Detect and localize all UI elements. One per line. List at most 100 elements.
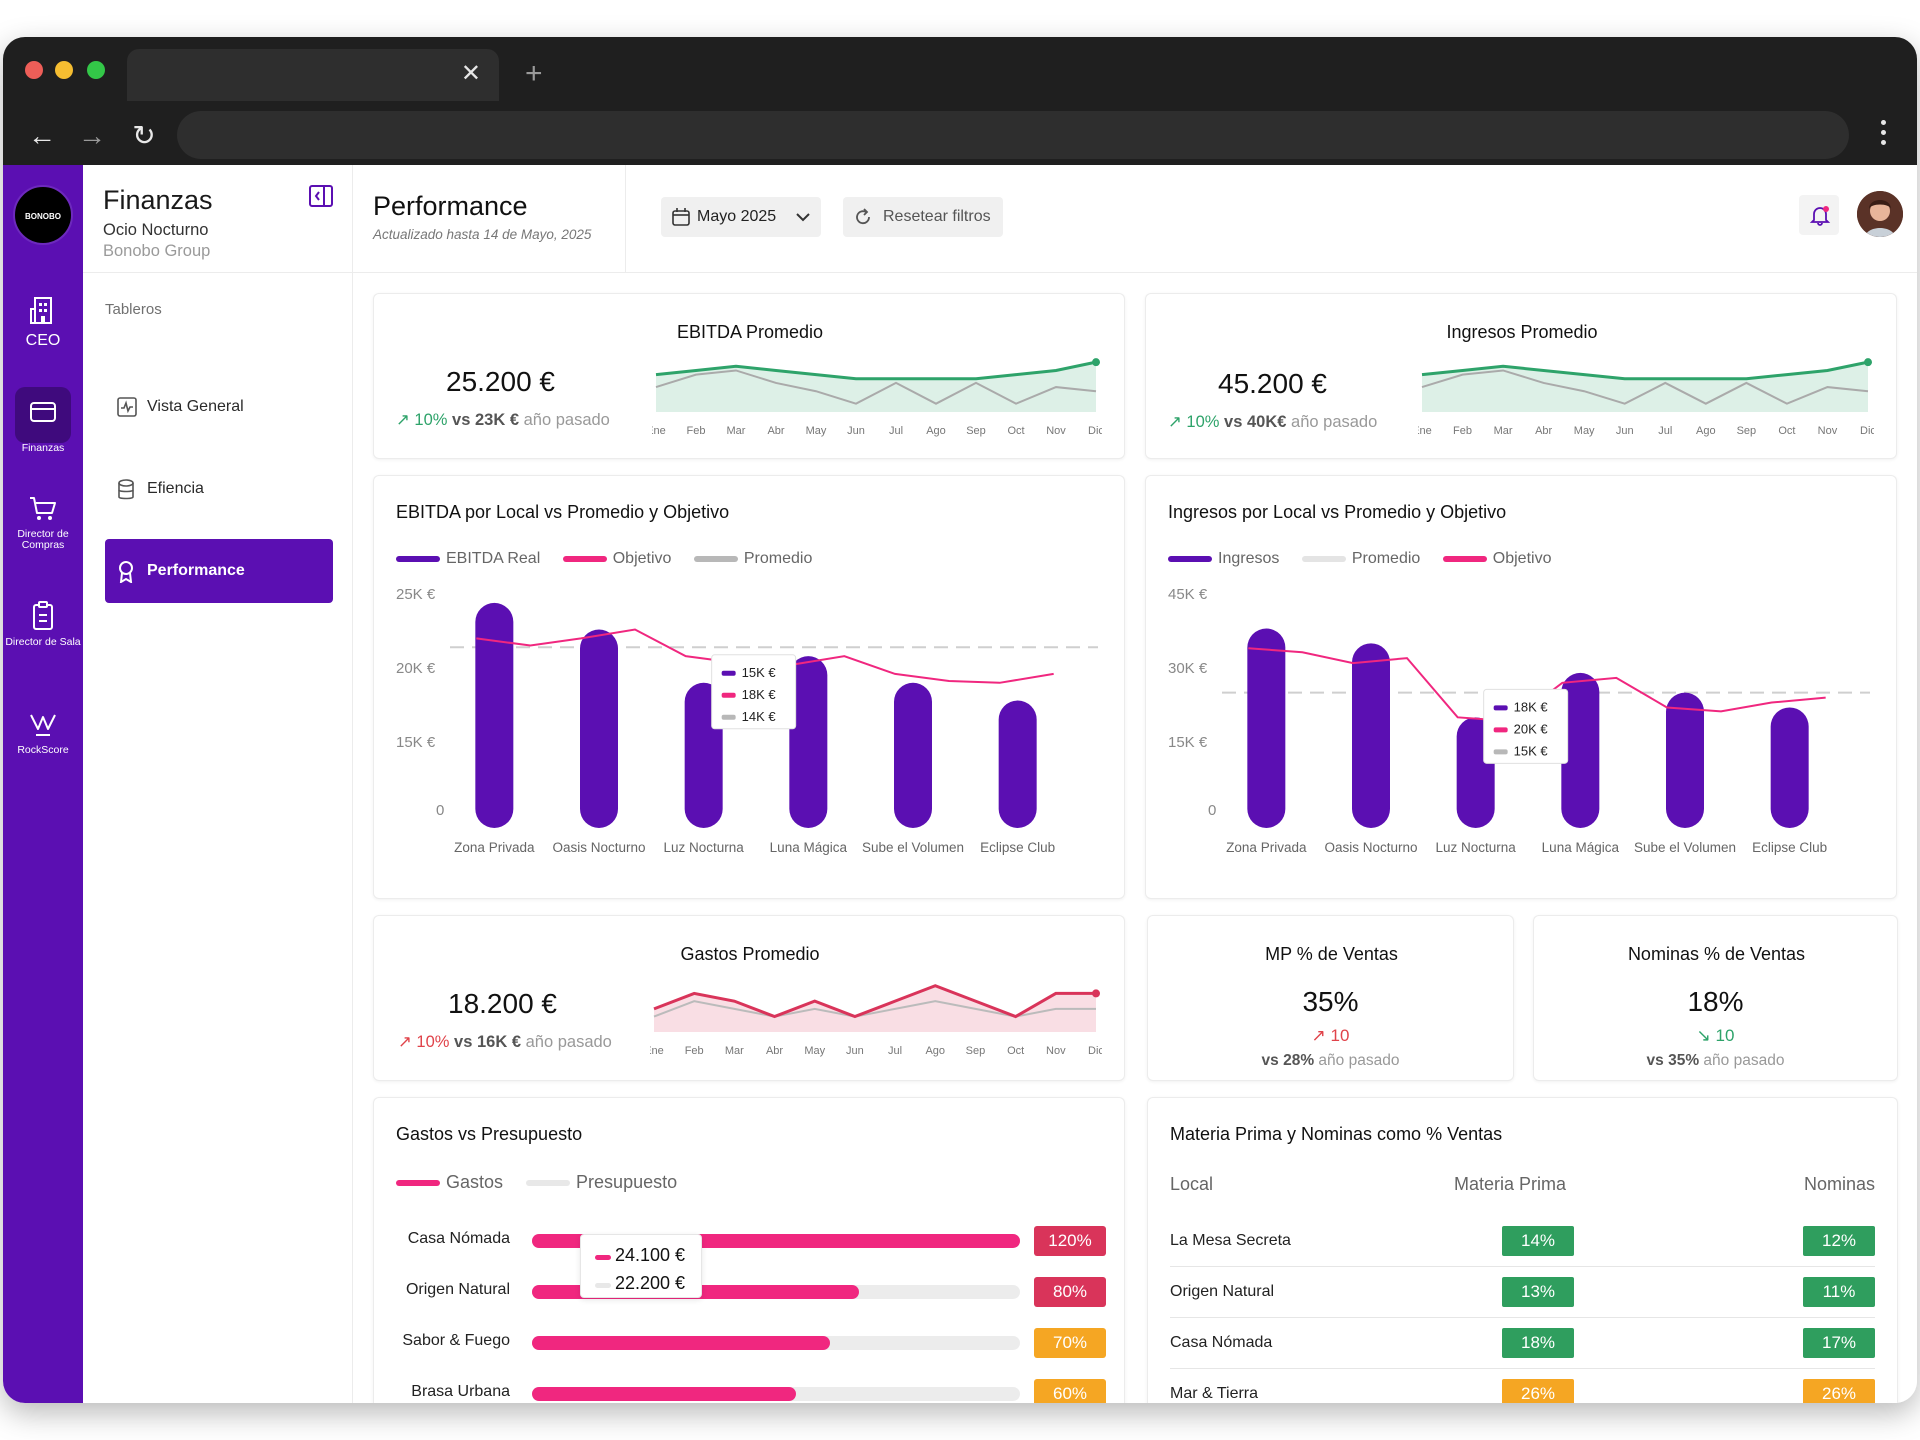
sparkline-month-label: Feb <box>687 425 706 437</box>
hbar-label: Sabor & Fuego <box>402 1332 510 1349</box>
legend-item: Promedio <box>693 550 812 567</box>
rail-item-rockscore[interactable]: RockScore <box>3 711 83 756</box>
chart-tooltip: 15K € 18K € 14K € <box>711 654 797 730</box>
pulse-icon <box>117 397 137 417</box>
kpi-delta: ↗ 10% vs 23K € año pasado <box>396 410 610 430</box>
bar[interactable] <box>789 656 828 828</box>
browser-tab[interactable]: ✕ <box>127 49 499 101</box>
maximize-window-dot[interactable] <box>87 61 105 79</box>
back-icon[interactable]: ← <box>28 120 56 151</box>
forward-icon[interactable]: → <box>78 120 106 151</box>
rail-item-ceo[interactable]: CEO <box>3 295 83 349</box>
table-badge-nominas: 11% <box>1803 1277 1875 1307</box>
tooltip-swatch <box>595 1255 611 1260</box>
sparkline-month-label: May <box>804 1045 825 1057</box>
table-row-divider <box>1170 1368 1875 1369</box>
hbar-fill[interactable] <box>532 1336 830 1350</box>
sparkline-month-label: Sep <box>1737 425 1757 437</box>
minimize-window-dot[interactable] <box>55 61 73 79</box>
kpi-card-ebitda: EBITDA Promedio 25.200 € ↗ 10% vs 23K € … <box>373 293 1125 459</box>
y-tick-label: 20K € <box>396 660 436 677</box>
header-divider <box>625 165 626 273</box>
address-bar[interactable] <box>177 111 1849 159</box>
table-row-divider <box>1170 1266 1875 1267</box>
card-title: Ingresos por Local vs Promedio y Objetiv… <box>1168 502 1507 522</box>
rail-item-finanzas[interactable]: Finanzas <box>3 401 83 454</box>
refresh-icon <box>856 208 870 225</box>
notifications-button[interactable] <box>1799 195 1839 235</box>
date-filter-button[interactable]: Mayo 2025 <box>661 197 821 237</box>
reload-icon[interactable]: ↻ <box>132 120 156 151</box>
bar[interactable] <box>475 602 514 828</box>
pct-badge: 80% <box>1034 1277 1106 1307</box>
legend-item: Presupuesto <box>526 1172 677 1192</box>
gastos-legend: Gastos Presupuesto <box>396 1172 695 1193</box>
table-badge-mp: 26% <box>1502 1379 1574 1403</box>
legend-label: Presupuesto <box>576 1172 678 1192</box>
sidebar-item-eficiencia[interactable]: Efiencia <box>105 457 333 521</box>
sidebar-header: Finanzas Ocio Nocturno Bonobo Group <box>83 165 352 273</box>
kpi-title: Nominas % de Ventas <box>1627 944 1806 964</box>
browser-window: ✕ + ← → ↻ BONOBO CEO Finanzas Director d… <box>3 37 1917 1403</box>
reset-filters-label: Resetear filtros <box>883 208 991 225</box>
bar[interactable] <box>1247 628 1286 828</box>
bar[interactable] <box>1561 672 1600 828</box>
bar[interactable] <box>1770 707 1809 828</box>
kpi-value: 18% <box>1687 986 1744 1017</box>
close-window-dot[interactable] <box>25 61 43 79</box>
sparkline-month-label: Jun <box>1616 425 1634 437</box>
kpi-vs-suffix: año pasado <box>1703 1052 1785 1069</box>
sidebar-item-vista-general[interactable]: Vista General <box>105 375 333 439</box>
bar[interactable] <box>1352 643 1390 828</box>
trend-down-icon: ↘ <box>1696 1026 1711 1045</box>
bar[interactable] <box>998 700 1037 828</box>
trend-up-icon: ↗ <box>1311 1026 1326 1045</box>
bar[interactable] <box>894 682 932 828</box>
avatar-image <box>1857 191 1903 237</box>
sparkline-month-label: Feb <box>685 1045 704 1057</box>
bar[interactable] <box>580 629 618 828</box>
pct-badge: 60% <box>1034 1379 1106 1403</box>
y-tick-label: 25K € <box>396 586 436 603</box>
calendar-icon <box>672 208 690 226</box>
sparkline-month-label: Oct <box>1778 425 1795 437</box>
kpi-delta-value: 10 <box>1330 1026 1350 1045</box>
rail-item-compras[interactable]: Director de Compras <box>3 495 83 551</box>
ebitda-legend: EBITDA Real Objetivo Promedio <box>396 550 830 568</box>
user-avatar[interactable] <box>1857 191 1903 237</box>
bonobo-logo: BONOBO <box>13 185 73 245</box>
reset-filters-button[interactable]: Resetear filtros <box>843 197 1003 237</box>
sparkline-series-previous <box>1421 369 1869 405</box>
rail-label-sala: Director de Sala <box>5 636 81 648</box>
bar[interactable] <box>1666 692 1704 828</box>
sparkline-series-current <box>655 360 1097 381</box>
rail-active-indicator <box>15 387 71 443</box>
sidebar-item-label: Efiencia <box>147 480 204 497</box>
ebitda-bar-chart: 25K € 20K € 15K € 0 Zona Privada Oasis Noctur… <box>396 586 1098 855</box>
close-tab-icon[interactable]: ✕ <box>460 60 481 87</box>
browser-menu-icon[interactable] <box>1879 117 1887 151</box>
legend-item: Objetivo <box>1442 550 1551 567</box>
sidebar-item-label: Performance <box>147 562 245 579</box>
cart-icon <box>30 497 56 520</box>
kpi-vs-suffix: año pasado <box>525 1033 612 1051</box>
new-tab-icon[interactable]: + <box>525 57 543 90</box>
x-category-label: Eclipse Club <box>1752 840 1827 855</box>
kpi-title: MP % de Ventas <box>1265 944 1398 964</box>
rail-item-sala[interactable]: Director de Sala <box>3 601 83 648</box>
kpi-vs-value: vs 23K € <box>452 411 520 429</box>
table-row-divider <box>1170 1317 1875 1318</box>
kpi-card-ingresos: Ingresos Promedio 45.200 € ↗ 10% vs 40K€… <box>1145 293 1897 459</box>
legend-item: Ingresos <box>1168 550 1279 567</box>
trend-up-icon: ↗ <box>396 411 410 429</box>
x-category-label: Luz Nocturna <box>1436 840 1517 855</box>
trend-up-icon: ↗ <box>398 1033 412 1051</box>
kpi-delta: ↗ 10% vs 16K € año pasado <box>398 1032 612 1052</box>
sparkline-month-label: Dic <box>1088 425 1102 437</box>
card-icon <box>30 402 56 422</box>
sidebar-org: Bonobo Group <box>103 242 211 260</box>
ebitda-sparkline: Ene Feb Mar Abr May Jun Jul Ago Sep Oct Nov Dic <box>652 358 1102 437</box>
hbar-fill[interactable] <box>532 1387 796 1401</box>
sidebar-item-performance[interactable]: Performance <box>105 539 333 603</box>
collapse-sidebar-icon[interactable] <box>309 185 333 207</box>
